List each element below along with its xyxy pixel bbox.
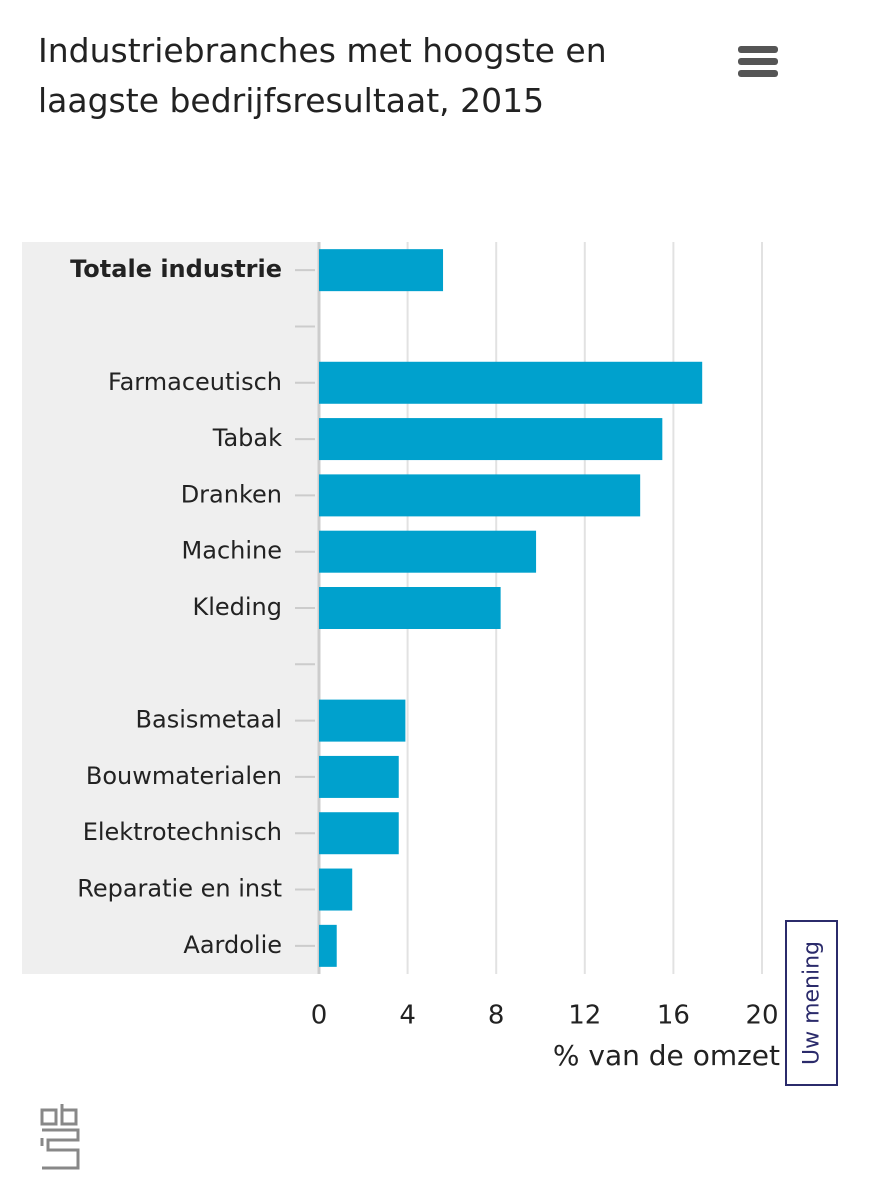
y-tick-label: Farmaceutisch [108,368,282,396]
y-tick-label: Elektrotechnisch [83,818,282,846]
cbs-logo [40,1104,80,1170]
y-tick-label: Dranken [181,480,282,508]
feedback-label: Uw mening [799,940,824,1066]
y-tick-label: Reparatie en inst [77,875,282,903]
feedback-button[interactable]: Uw mening [785,920,838,1086]
y-tick-label: Kleding [192,593,282,621]
bar [319,755,399,798]
y-tick-label: Tabak [212,424,282,452]
bar [319,530,537,573]
x-tick-label: 8 [488,1001,505,1031]
x-tick-label: 4 [399,1001,416,1031]
y-tick-label: Totale industrie [70,255,282,283]
bar [319,418,663,461]
bar [319,474,641,517]
y-tick-label: Machine [182,537,282,565]
y-tick-label: Bouwmaterialen [86,762,282,790]
x-axis-label: % van de omzet [553,1039,780,1072]
x-tick-label: 20 [745,1001,778,1031]
menu-button[interactable] [738,46,778,82]
y-tick-label: Aardolie [183,931,282,959]
label-panel [22,242,319,974]
x-tick-label: 16 [657,1001,690,1031]
bar [319,587,501,629]
bar [319,868,353,911]
bar [319,924,337,967]
x-tick-label: 0 [311,1001,328,1031]
bar [319,812,399,855]
bar [319,361,703,404]
bar [319,249,444,292]
y-tick-label: Basismetaal [136,706,282,734]
bar [319,699,406,742]
chart-title: Industriebranches met hoogste en laagste… [38,31,607,120]
x-tick-label: 12 [568,1001,601,1031]
